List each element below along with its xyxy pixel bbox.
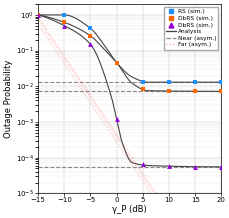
Legend: RS (sim.), DbRS (sim.), DbRS (sim.), Analysis, Near (asym.), Far (asym.): RS (sim.), DbRS (sim.), DbRS (sim.), Ana…	[163, 7, 218, 49]
Y-axis label: Outage Probability: Outage Probability	[4, 60, 13, 138]
X-axis label: γ_P (dB): γ_P (dB)	[112, 205, 147, 214]
